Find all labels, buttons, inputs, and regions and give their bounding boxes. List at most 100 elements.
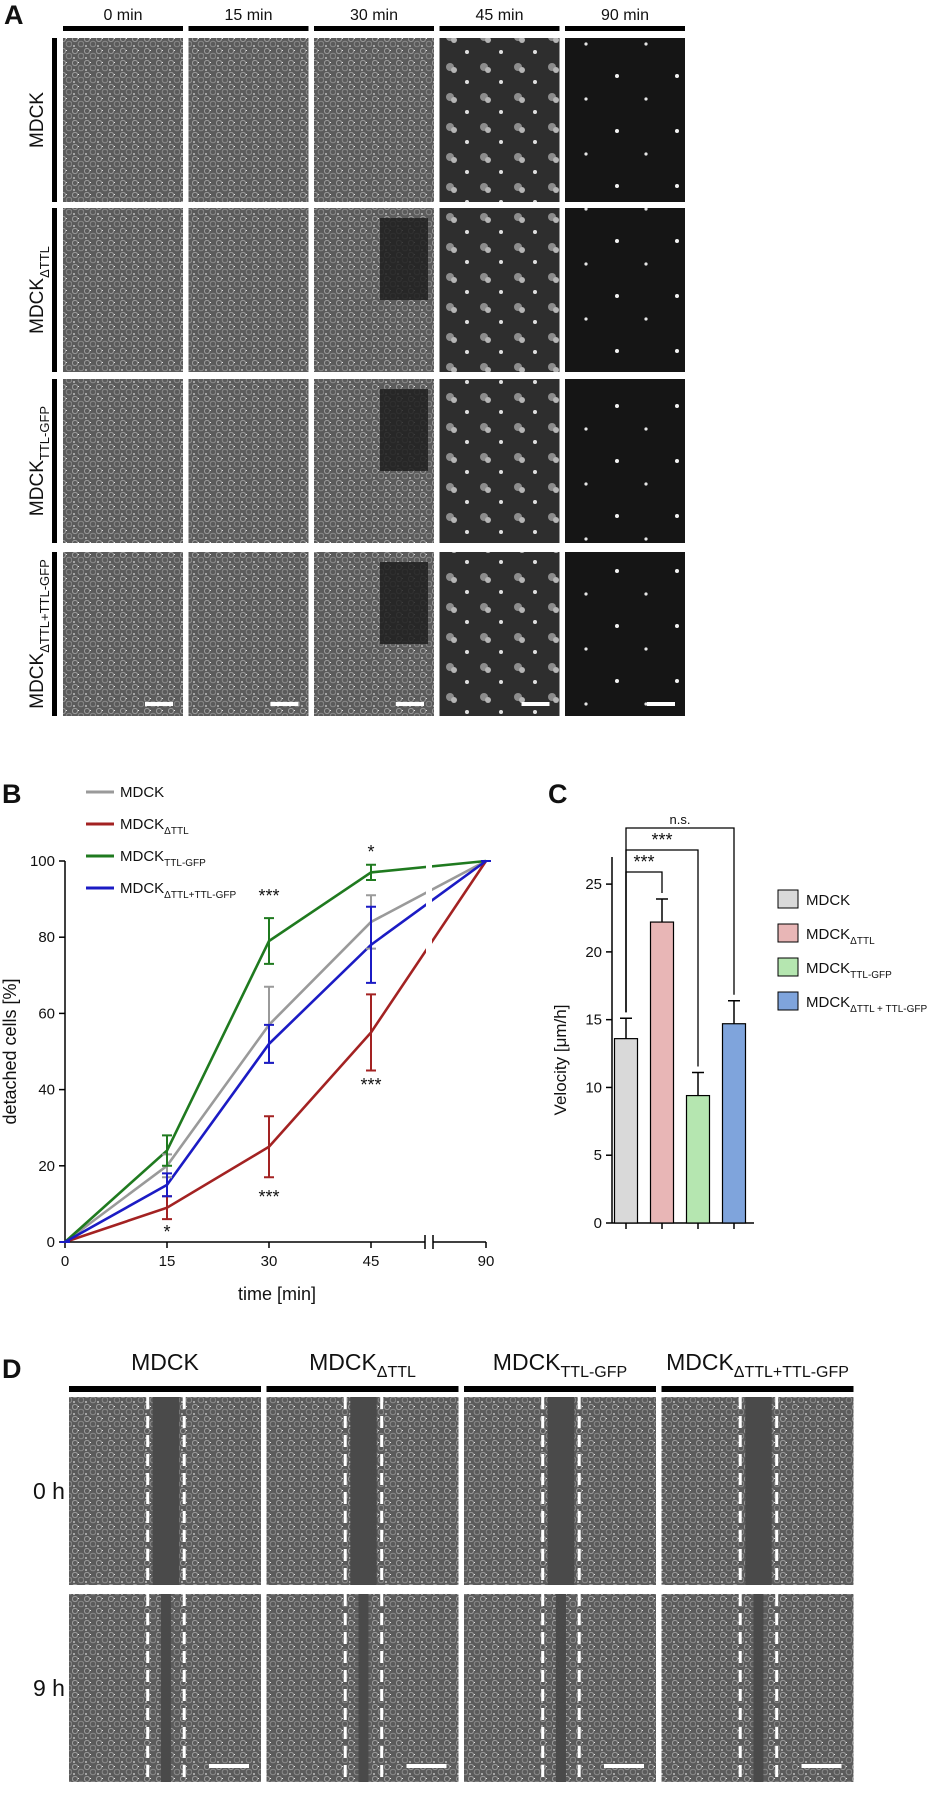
row-label-sub: ΔTTL+TTL-GFP: [37, 559, 52, 653]
y-axis-title: Velocity [μm/h]: [551, 1005, 570, 1116]
micrograph: [63, 379, 183, 543]
significance-label: ***: [258, 886, 279, 906]
column-header-sub: ΔTTL: [377, 1364, 416, 1381]
column-header: MDCK: [131, 1349, 199, 1375]
legend-swatch: [777, 957, 799, 977]
column-header: MDCKTTL-GFP: [493, 1349, 627, 1381]
bar: [685, 1094, 711, 1224]
wound-gap: [753, 1594, 764, 1782]
legend-label: MDCKTTL-GFP: [806, 960, 892, 981]
column-bar: [266, 1386, 459, 1392]
column-bar: [565, 26, 685, 31]
column-bar: [188, 26, 309, 31]
legend-label: MDCKTTL-GFP: [120, 848, 206, 869]
legend-swatch: [777, 991, 799, 1011]
y-tick-label: 20: [585, 944, 602, 961]
row-label-sub: ΔTTL: [37, 246, 52, 278]
legend-label-sub: ΔTTL: [850, 936, 875, 947]
scale-bar: [406, 1764, 447, 1768]
micrograph: [63, 552, 183, 716]
legend-label: MDCKΔTTL + TTL-GFP: [806, 994, 927, 1015]
scale-bar: [270, 702, 299, 706]
micrograph: [188, 552, 309, 716]
column-header: 30 min: [350, 7, 398, 24]
scale-bar: [209, 1764, 249, 1768]
x-tick-label: 0: [61, 1253, 69, 1270]
micrograph: [439, 208, 560, 372]
row-label-main: MDCK: [27, 278, 48, 334]
micrograph: [314, 38, 434, 202]
panel-label: D: [2, 1354, 22, 1384]
row-label-main: MDCK: [27, 460, 48, 516]
panel-label: A: [4, 0, 24, 30]
bar: [721, 1023, 747, 1224]
error-bar: [656, 898, 668, 923]
row-bar: [52, 379, 57, 543]
error-bar: [728, 999, 740, 1024]
row-label-main: MDCK: [27, 92, 48, 148]
y-tick-label: 0: [594, 1215, 602, 1232]
error-bar: [162, 1134, 172, 1167]
column-header: 45 min: [475, 7, 523, 24]
significance-label: ***: [651, 830, 672, 850]
scale-bar: [145, 702, 173, 706]
significance-label: ***: [258, 1187, 279, 1207]
wound-gap: [358, 1594, 369, 1782]
row-bar: [52, 208, 57, 372]
row-label: MDCKTTL-GFP: [27, 406, 52, 516]
micrograph: [565, 208, 685, 372]
scale-bar: [647, 702, 675, 706]
legend-label-main: MDCK: [806, 960, 850, 977]
legend-label-main: MDCK: [120, 880, 164, 897]
y-tick-label: 5: [594, 1147, 602, 1164]
column-header-main: MDCK: [493, 1349, 561, 1375]
legend-swatch: [777, 923, 799, 943]
wound-gap: [160, 1594, 171, 1782]
column-header: 15 min: [224, 7, 272, 24]
legend-label-sub: TTL-GFP: [850, 970, 892, 981]
error-bar: [264, 1115, 274, 1179]
column-header: 0 min: [103, 7, 142, 24]
wound-gap: [745, 1397, 772, 1585]
legend-label-main: MDCK: [120, 816, 164, 833]
y-tick-label: 25: [585, 876, 602, 893]
column-header: MDCKΔTTL+TTL-GFP: [666, 1349, 849, 1381]
significance-label: n.s.: [670, 812, 691, 827]
column-bar: [439, 26, 560, 31]
legend-label: MDCKΔTTL+TTL-GFP: [120, 880, 236, 901]
legend-label-main: MDCK: [806, 892, 850, 909]
panel-label: B: [2, 779, 22, 809]
bar: [649, 921, 675, 1224]
x-tick-label: 30: [261, 1253, 278, 1270]
row-label: MDCK: [27, 92, 48, 148]
bar: [613, 1038, 639, 1224]
legend-label-main: MDCK: [120, 784, 164, 801]
scale-bar: [801, 1764, 842, 1768]
legend-label-main: MDCK: [806, 994, 850, 1011]
significance-label: *: [367, 842, 374, 862]
legend-swatch: [777, 889, 799, 909]
x-tick-label: 90: [478, 1253, 495, 1270]
column-header-main: MDCK: [131, 1349, 199, 1375]
wound-gap: [555, 1594, 566, 1782]
micrograph: [188, 208, 309, 372]
legend-label: MDCKΔTTL: [806, 926, 875, 947]
y-tick-label: 15: [585, 1012, 602, 1029]
micrograph-cleared-area: [380, 389, 428, 471]
column-bar: [314, 26, 434, 31]
y-tick-label: 10: [585, 1079, 602, 1096]
x-tick-label: 45: [363, 1253, 380, 1270]
column-bar: [464, 1386, 656, 1392]
error-bar: [162, 1172, 172, 1198]
column-header: 90 min: [601, 7, 649, 24]
x-axis-title: time [min]: [238, 1284, 316, 1304]
panel-label: C: [548, 779, 568, 809]
column-bar: [661, 1386, 854, 1392]
micrograph: [565, 38, 685, 202]
column-header-main: MDCK: [666, 1349, 734, 1375]
micrograph: [439, 379, 560, 543]
error-bar: [264, 917, 274, 965]
column-header-main: MDCK: [309, 1349, 377, 1375]
legend-label-sub: ΔTTL + TTL-GFP: [850, 1004, 927, 1015]
